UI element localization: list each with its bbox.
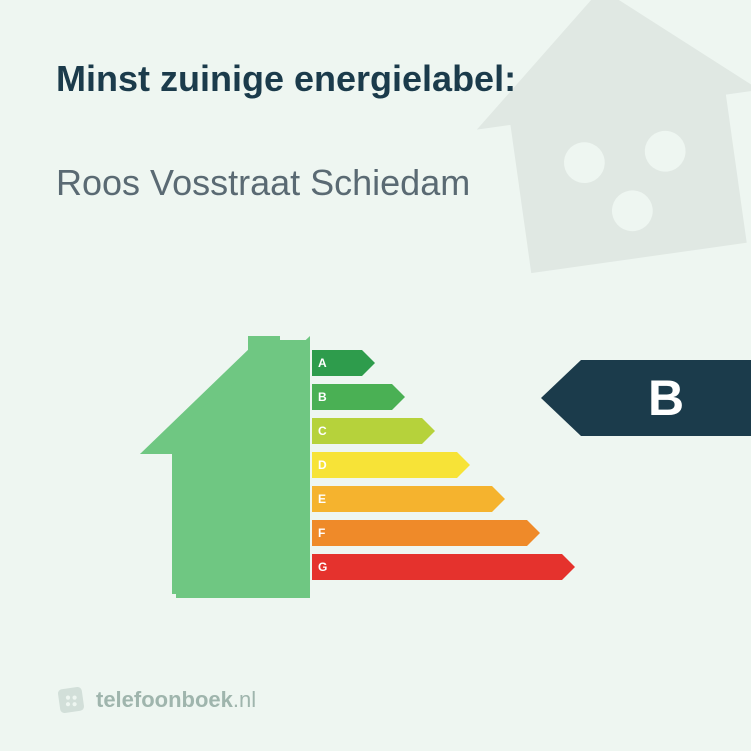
energy-bar-g: G <box>312 554 562 580</box>
energy-label-chart: ABCDEFG <box>140 336 560 616</box>
bar-body: D <box>312 452 457 478</box>
bar-arrow-icon <box>457 452 470 478</box>
energy-bar-e: E <box>312 486 562 512</box>
bar-label: D <box>318 452 327 478</box>
badge-letter: B <box>648 369 684 427</box>
footer-brand: telefoonboek.nl <box>56 685 256 715</box>
bar-label: G <box>318 554 327 580</box>
energy-bar-a: A <box>312 350 562 376</box>
bar-body: A <box>312 350 362 376</box>
bar-arrow-icon <box>422 418 435 444</box>
bar-body: B <box>312 384 392 410</box>
page-subtitle: Roos Vosstraat Schiedam <box>56 162 470 204</box>
phonebook-icon <box>56 685 86 715</box>
bar-arrow-icon <box>527 520 540 546</box>
energy-bars: ABCDEFG <box>312 350 562 588</box>
house-icon <box>140 336 310 598</box>
bar-label: F <box>318 520 325 546</box>
bar-arrow-icon <box>562 554 575 580</box>
bar-label: C <box>318 418 327 444</box>
bar-body: G <box>312 554 562 580</box>
footer-text: telefoonboek.nl <box>96 687 256 713</box>
bar-label: B <box>318 384 327 410</box>
selected-label-badge: B <box>541 360 751 436</box>
energy-bar-d: D <box>312 452 562 478</box>
bar-body: E <box>312 486 492 512</box>
badge-body: B <box>581 360 751 436</box>
energy-bar-b: B <box>312 384 562 410</box>
bar-arrow-icon <box>362 350 375 376</box>
page-title: Minst zuinige energielabel: <box>56 58 516 100</box>
energy-bar-c: C <box>312 418 562 444</box>
bar-label: A <box>318 350 327 376</box>
bar-arrow-icon <box>392 384 405 410</box>
bar-body: F <box>312 520 527 546</box>
watermark-house-icon <box>429 0 751 322</box>
bar-body: C <box>312 418 422 444</box>
badge-arrow-icon <box>541 360 581 436</box>
bar-arrow-icon <box>492 486 505 512</box>
bar-label: E <box>318 486 326 512</box>
energy-bar-f: F <box>312 520 562 546</box>
